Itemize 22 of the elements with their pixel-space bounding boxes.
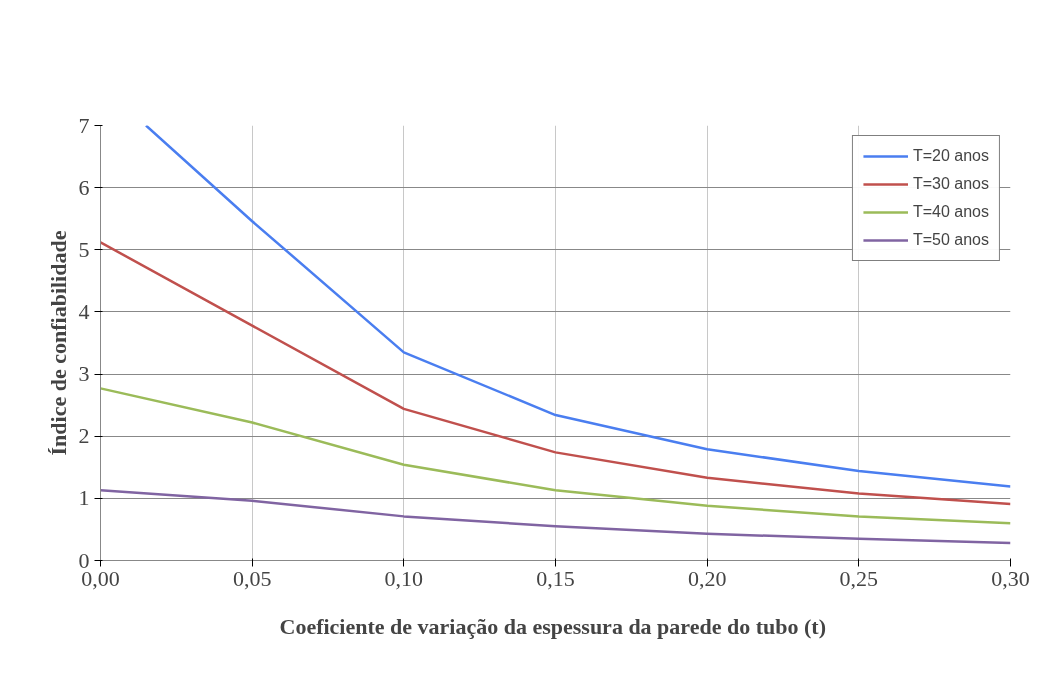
- line-series: [144, 125, 1011, 488]
- legend-label: T=20 anos: [912, 147, 989, 165]
- x-tick-label: 0,25: [839, 565, 879, 591]
- y-tick-label: 2: [78, 423, 90, 449]
- legend-label: T=50 anos: [912, 231, 989, 249]
- x-tick-label: 0,10: [384, 565, 424, 591]
- y-axis-title: Índice de confiabilidade: [45, 230, 71, 456]
- y-tick-label: 1: [78, 485, 90, 511]
- line-series: [100, 387, 1011, 525]
- x-tick-label: 0,30: [991, 565, 1030, 591]
- y-tick-label: 7: [78, 112, 90, 138]
- x-axis-title: Coeficiente de variação da espessura da parede do tubo (t): [279, 613, 826, 639]
- x-tick-label: 0,20: [687, 565, 727, 591]
- y-tick-label: 5: [78, 236, 90, 262]
- y-tick-label: 4: [78, 298, 90, 324]
- line-series: [100, 489, 1011, 545]
- x-tick-label: 0,05: [232, 565, 272, 591]
- y-tick-label: 6: [78, 174, 90, 200]
- x-tick-label: 0,15: [536, 565, 575, 591]
- legend-label: T=30 anos: [912, 175, 989, 193]
- legend-label: T=40 anos: [912, 203, 989, 221]
- y-tick-label: 3: [78, 361, 90, 387]
